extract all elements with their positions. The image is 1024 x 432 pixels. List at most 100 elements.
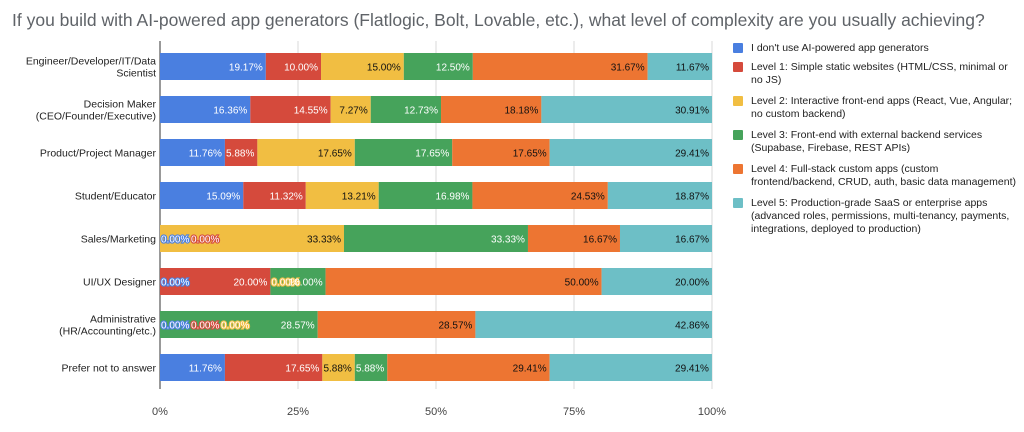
bar-segment — [387, 354, 550, 381]
x-tick-label: 0% — [152, 406, 168, 418]
data-label: 29.41% — [675, 148, 709, 159]
data-label: 0.00% — [161, 277, 189, 288]
bar-segment — [527, 225, 620, 252]
legend-label: Level 1: Simple static websites (HTML/CS… — [751, 61, 1008, 86]
data-label: 33.33% — [491, 234, 525, 245]
bar-segment — [647, 53, 713, 80]
bar-segment — [257, 139, 355, 166]
data-label: 29.41% — [675, 363, 709, 374]
legend-item: Level 3: Front-end with external backend… — [733, 129, 1018, 155]
bars — [160, 53, 713, 381]
bar-segment — [403, 53, 473, 80]
data-label: 16.98% — [436, 191, 470, 202]
data-label: 19.17% — [229, 62, 263, 73]
legend-swatch — [733, 96, 743, 106]
x-tick-label: 75% — [563, 406, 585, 418]
data-label: 29.41% — [513, 363, 547, 374]
legend-item: I don't use AI-powered app generators — [733, 42, 1018, 55]
x-tick-label: 25% — [287, 406, 309, 418]
category-label: Product/Project Manager — [40, 148, 157, 160]
bar-segment — [325, 268, 602, 295]
category-label: Sales/Marketing — [81, 234, 156, 246]
data-labels: 19.17% 10.00% 15.00% 12.50% 31.67% 11.67% 16.3… — [160, 62, 709, 374]
data-label: 18.18% — [504, 105, 538, 116]
legend-item: Level 2: Interactive front-end apps (Rea… — [733, 95, 1018, 121]
bar-segment — [160, 96, 251, 123]
data-label: 50.00% — [565, 277, 599, 288]
data-label: 11.67% — [676, 62, 709, 73]
data-label: 7.27% — [339, 105, 367, 116]
legend-label: Level 5: Production-grade SaaS or enterp… — [751, 197, 1010, 235]
data-label: 28.57% — [438, 320, 472, 331]
bar-segment — [160, 182, 244, 209]
bar-segment — [160, 311, 318, 338]
bar-segment — [160, 354, 225, 381]
legend: I don't use AI-powered app generators Lev… — [733, 42, 1018, 244]
data-label: 11.76% — [189, 363, 222, 374]
bar-segment — [160, 139, 225, 166]
x-tick-label: 100% — [698, 406, 726, 418]
x-axis-ticks: 0% 25% 50% 75% 100% — [152, 406, 726, 418]
data-label: 0.00% — [161, 320, 189, 331]
data-label: 0.00% — [161, 234, 189, 245]
bar-segment — [378, 182, 473, 209]
x-tick-label: 50% — [425, 406, 447, 418]
data-label: 24.53% — [571, 191, 605, 202]
data-label: 11.32% — [270, 191, 303, 202]
bar-segment — [619, 225, 712, 252]
data-label: 0.00% — [191, 234, 219, 245]
legend-item: Level 4: Full-stack custom apps (custom … — [733, 163, 1018, 189]
data-label: 12.73% — [404, 105, 438, 116]
data-label: 11.76% — [189, 148, 222, 159]
bar-segment — [160, 225, 344, 252]
data-label: 10.00% — [284, 62, 318, 73]
legend-swatch — [733, 130, 743, 140]
data-label: 12.50% — [436, 62, 470, 73]
data-label: 10.00% — [289, 277, 323, 288]
bar-segment — [549, 139, 712, 166]
data-label: 28.57% — [281, 320, 315, 331]
legend-item: Level 5: Production-grade SaaS or enterp… — [733, 197, 1018, 236]
bar-segment — [370, 96, 442, 123]
bar-segment — [354, 139, 453, 166]
data-label: 18.87% — [675, 191, 709, 202]
legend-swatch — [733, 198, 743, 208]
chart-title: If you build with AI-powered app generat… — [12, 10, 985, 30]
bar-segment — [441, 96, 542, 123]
data-label: 0.00% — [271, 277, 299, 288]
category-label: Prefer not to answer — [61, 363, 156, 375]
bar-segment — [250, 96, 331, 123]
category-label: Student/Educator — [75, 191, 157, 203]
bar-segment — [475, 311, 712, 338]
bar-segment — [472, 53, 648, 80]
data-label: 20.00% — [675, 277, 709, 288]
data-label: 5.88% — [356, 363, 384, 374]
bar-segment — [243, 182, 306, 209]
category-label: Decision Maker (CEO/Founder/Executive) — [36, 99, 157, 123]
data-label: 16.67% — [583, 234, 617, 245]
data-label: 17.65% — [415, 148, 449, 159]
bar-segment — [541, 96, 712, 123]
bar-segment — [160, 268, 271, 295]
bar-segment — [607, 182, 712, 209]
legend-label: Level 3: Front-end with external backend… — [751, 129, 983, 154]
data-label: 16.67% — [675, 234, 709, 245]
bar-segment — [322, 354, 355, 381]
bar-segment — [270, 268, 326, 295]
bar-segment — [305, 182, 379, 209]
bar-segment — [321, 53, 404, 80]
legend-swatch — [733, 43, 743, 53]
data-label: 42.86% — [675, 320, 709, 331]
bar-segment — [601, 268, 712, 295]
data-label: 13.21% — [342, 191, 376, 202]
data-label: 17.65% — [513, 148, 547, 159]
data-label: 20.00% — [233, 277, 267, 288]
category-labels: Engineer/Developer/IT/Data Scientist Decis… — [26, 56, 157, 375]
category-label: UI/UX Designer — [83, 277, 156, 289]
legend-item: Level 1: Simple static websites (HTML/CS… — [733, 61, 1018, 87]
data-label: 0.00% — [221, 320, 249, 331]
data-label: 14.55% — [294, 105, 328, 116]
legend-label: I don't use AI-powered app generators — [751, 42, 929, 54]
bar-segment — [224, 354, 323, 381]
category-label: Engineer/Developer/IT/Data Scientist — [26, 56, 156, 80]
